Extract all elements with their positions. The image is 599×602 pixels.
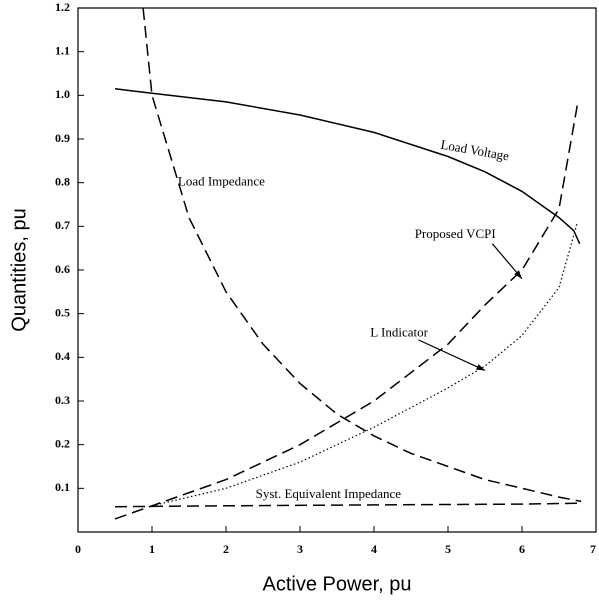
series-line: [114, 88, 581, 245]
x-tick-label: 7: [590, 542, 596, 556]
y-tick-label: 0.7: [55, 218, 70, 232]
y-tick-label: 0.3: [55, 393, 70, 407]
y-tick-label: 0.2: [55, 436, 70, 450]
annotation-arrowhead: [514, 270, 522, 279]
series-line: [114, 502, 582, 508]
series-line: [114, 103, 579, 520]
series-line: [151, 221, 579, 507]
x-tick-label: 0: [75, 542, 81, 556]
y-tick-label: 0.4: [55, 349, 70, 363]
series-label: Load Impedance: [178, 174, 265, 189]
y-tick-label: 0.5: [55, 305, 70, 319]
series-line: [142, 7, 582, 503]
x-tick-label: 1: [149, 542, 155, 556]
series-label: Syst. Equivalent Impedance: [256, 486, 402, 501]
annotation-arrow: [418, 339, 486, 371]
annotation-arrowhead: [476, 364, 485, 371]
y-tick-label: 0.1: [55, 480, 70, 494]
x-tick-label: 2: [223, 542, 229, 556]
x-tick-label: 6: [519, 542, 525, 556]
plot-frame: [77, 7, 597, 533]
x-axis-title: Active Power, pu: [263, 573, 412, 595]
y-tick-label: 0.8: [55, 174, 70, 188]
series-label: Proposed VCPI: [415, 226, 496, 241]
y-tick-label: 0.9: [55, 131, 70, 145]
y-tick-label: 1.0: [55, 87, 70, 101]
x-tick-label: 5: [445, 542, 451, 556]
series-label: Load Voltage: [440, 137, 511, 164]
x-tick-label: 3: [297, 542, 303, 556]
x-tick-label: 4: [371, 542, 377, 556]
series-label: L Indicator: [370, 324, 428, 339]
y-tick-label: 1.1: [55, 43, 70, 57]
y-axis-title: Quantities, pu: [8, 208, 30, 331]
y-tick-label: 1.2: [55, 0, 70, 14]
y-tick-label: 0.6: [55, 262, 70, 276]
